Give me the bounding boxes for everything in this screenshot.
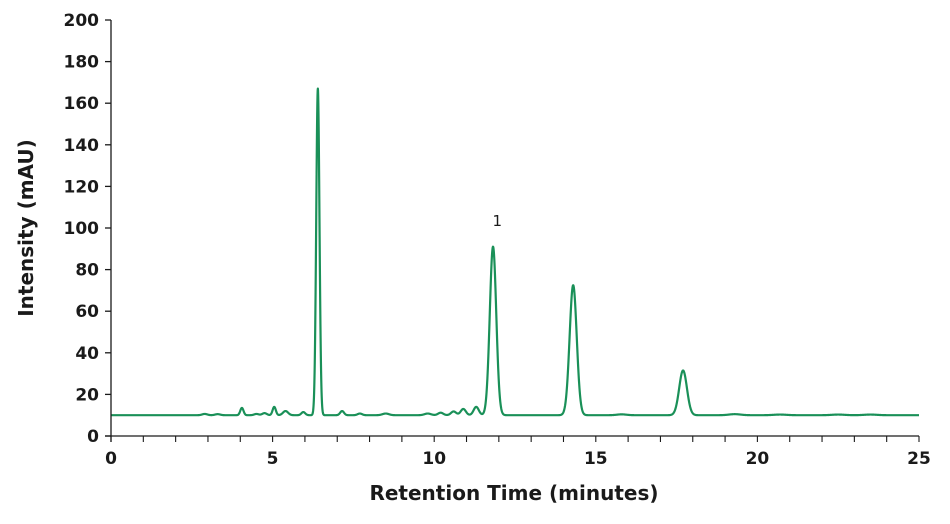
x-tick-label: 10 [422,449,446,469]
y-tick-label: 20 [75,385,99,405]
x-tick-label: 5 [267,449,279,469]
y-tick-label: 200 [64,11,100,31]
y-tick-label: 40 [75,344,99,364]
y-tick-label: 80 [75,261,99,281]
x-tick-label: 15 [584,449,608,469]
y-tick-label: 60 [75,302,99,322]
x-tick-label: 20 [746,449,770,469]
y-axis-title: Intensity (mAU) [14,139,38,317]
y-tick-label: 140 [64,136,100,156]
axes-group [105,20,919,442]
peak-annotation: 1 [492,212,502,230]
y-tick-label: 180 [64,53,100,73]
series-line [110,87,920,417]
y-tick-label: 100 [64,219,100,239]
y-tick-label: 160 [64,94,100,114]
annotations-group: 1 [492,212,502,230]
y-axis-ticks: 0 20 40 60 80 100 120 140 160 180 200 [64,11,111,447]
x-tick-label: 25 [907,449,931,469]
x-tick-label: 0 [105,449,117,469]
x-axis-title: Retention Time (minutes) [369,481,658,505]
y-tick-label: 0 [87,427,99,447]
x-axis-ticks: 0 5 10 15 20 25 [105,436,931,469]
y-tick-label: 120 [64,177,100,197]
series-group [110,87,920,417]
